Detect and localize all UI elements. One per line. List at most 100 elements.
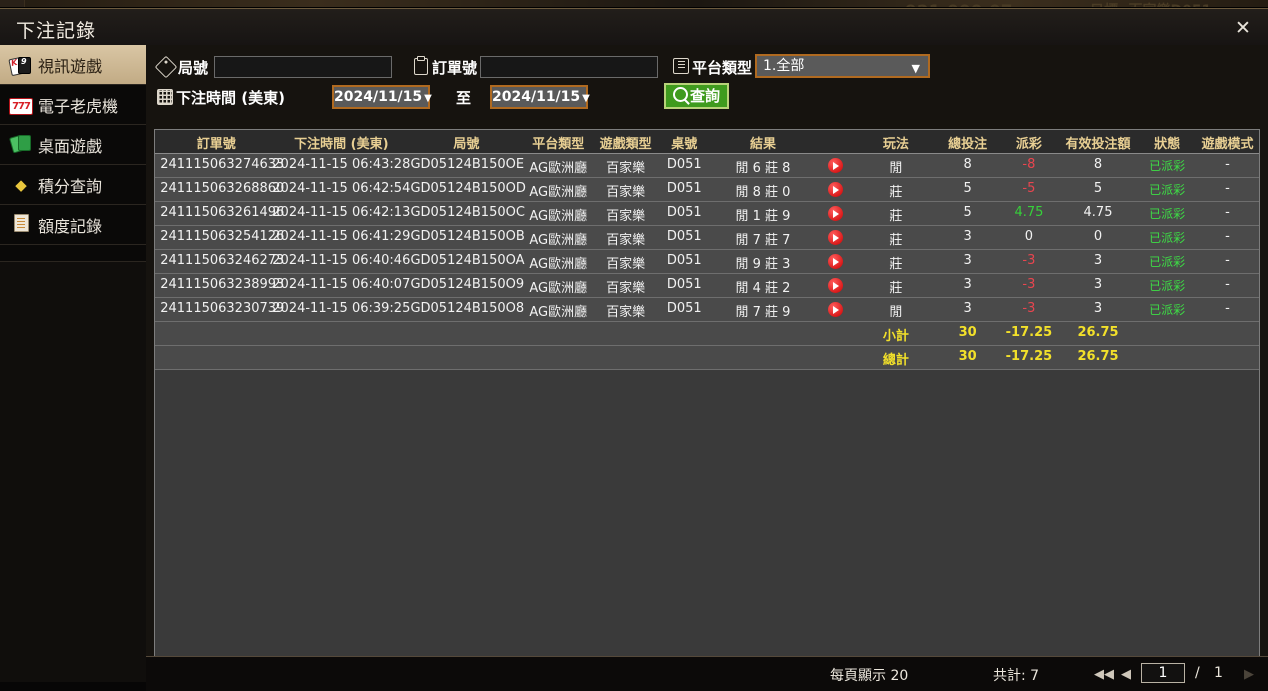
play-replay-icon[interactable] (828, 302, 843, 317)
play-replay-icon[interactable] (828, 158, 843, 173)
cell-table_no: D051 (657, 205, 711, 220)
cell-table_no: D051 (657, 301, 711, 316)
first-page-button[interactable]: ◀◀ (1094, 667, 1114, 682)
order-number-input[interactable] (480, 56, 658, 78)
cell-total_bet: 3 (935, 229, 1000, 244)
prev-page-button[interactable]: ◀ (1121, 667, 1131, 682)
date-from-picker[interactable]: 2024/11/15▼ (332, 85, 430, 109)
cell-status: 已派彩 (1138, 181, 1196, 198)
order-number-label: 訂單號 (432, 57, 477, 78)
sidebar-item-live-games[interactable]: 視訊遊戲 (0, 45, 146, 85)
cell-round_no: GD05124B150OA (410, 253, 522, 268)
summary-payout: -17.25 (1000, 325, 1058, 340)
calendar-icon (157, 89, 173, 109)
cell-payout: 0 (1000, 229, 1058, 244)
column-header-total_bet: 總投注 (935, 133, 1000, 152)
sidebar-spacer (0, 245, 146, 262)
cell-play_type: 閒 (857, 157, 936, 176)
cell-game_type: 百家樂 (594, 301, 657, 320)
bet-time-label: 下注時間 (美東) (176, 87, 285, 108)
cell-play_type: 莊 (857, 253, 936, 272)
chevron-down-icon: ▼ (912, 59, 920, 79)
date-from-value: 2024/11/15 (334, 89, 422, 105)
sidebar-item-points-query[interactable]: ◆ 積分查詢 (0, 165, 146, 205)
column-header-valid_bet: 有效投注額 (1058, 133, 1138, 152)
cell-platform: AG歐洲廳 (522, 229, 594, 248)
dialog-titlebar: 下注記錄 ✕ (0, 9, 1268, 46)
column-header-game_mode: 遊戲模式 (1196, 133, 1259, 152)
sidebar-item-label: 積分查詢 (38, 173, 102, 197)
date-to-value: 2024/11/15 (492, 89, 580, 105)
play-replay-icon[interactable] (828, 254, 843, 269)
column-header-result: 結果 (711, 133, 814, 152)
sidebar-item-label: 視訊遊戲 (38, 53, 102, 77)
cell-game_type: 百家樂 (594, 157, 657, 176)
round-number-input[interactable] (214, 56, 392, 78)
cell-order_no: 241115063246273 (160, 253, 272, 268)
cell-game_type: 百家樂 (594, 229, 657, 248)
cell-bet_time: 2024-11-15 06:41:29 (272, 229, 410, 244)
cell-play_type: 莊 (857, 181, 936, 200)
cell-result: 閒 8 莊 0 (711, 181, 814, 200)
play-replay-icon[interactable] (828, 206, 843, 221)
column-header-payout: 派彩 (1000, 133, 1058, 152)
sidebar-item-slots[interactable]: 777 電子老虎機 (0, 85, 146, 125)
cell-game_mode: - (1196, 253, 1259, 268)
play-replay-icon[interactable] (828, 182, 843, 197)
cell-platform: AG歐洲廳 (522, 205, 594, 224)
cell-status: 已派彩 (1138, 157, 1196, 174)
cell-payout: -3 (1000, 277, 1058, 292)
cell-game_mode: - (1196, 181, 1259, 196)
chevron-down-icon: ▼ (424, 93, 432, 104)
sidebar-item-table-games[interactable]: 桌面遊戲 (0, 125, 146, 165)
cell-order_no: 241115063261496 (160, 205, 272, 220)
sidebar-item-credit-record[interactable]: 額度記錄 (0, 205, 146, 245)
cell-play_type: 莊 (857, 277, 936, 296)
cell-round_no: GD05124B150OE (410, 157, 522, 172)
column-header-play_type: 玩法 (857, 133, 936, 152)
platform-type-select[interactable]: 1.全部 ▼ (755, 54, 930, 78)
play-replay-icon[interactable] (828, 278, 843, 293)
round-number-label: 局號 (178, 57, 208, 78)
table-empty-area (155, 370, 1259, 676)
cell-order_no: 241115063274633 (160, 157, 272, 172)
page-number-input[interactable] (1141, 663, 1185, 683)
cell-valid_bet: 0 (1058, 229, 1138, 244)
tag-icon (158, 59, 174, 79)
cell-platform: AG歐洲廳 (522, 277, 594, 296)
cell-bet_time: 2024-11-15 06:40:07 (272, 277, 410, 292)
close-icon[interactable]: ✕ (1232, 18, 1254, 40)
date-to-picker[interactable]: 2024/11/15▼ (490, 85, 588, 109)
cell-order_no: 241115063238993 (160, 277, 272, 292)
filter-bar: 局號 訂單號 平台類型 1.全部 ▼ 下注時間 (美東) 2024/11/15▼… (146, 45, 1268, 129)
cell-table_no: D051 (657, 229, 711, 244)
cell-game_mode: - (1196, 301, 1259, 316)
search-button-label: 查詢 (690, 87, 720, 105)
summary-total-bet: 30 (935, 349, 1000, 364)
cell-total_bet: 3 (935, 253, 1000, 268)
cell-play_type: 閒 (857, 301, 936, 320)
page-separator: / (1195, 665, 1200, 681)
cell-round_no: GD05124B150OC (410, 205, 522, 220)
cell-payout: -3 (1000, 301, 1058, 316)
cell-round_no: GD05124B150OB (410, 229, 522, 244)
cell-bet_time: 2024-11-15 06:42:54 (272, 181, 410, 196)
cell-bet_time: 2024-11-15 06:40:46 (272, 253, 410, 268)
search-button[interactable]: 查詢 (664, 83, 729, 109)
page-title: 下注記錄 (16, 16, 96, 43)
play-replay-icon[interactable] (828, 230, 843, 245)
next-page-button[interactable]: ▶ (1244, 667, 1254, 682)
cell-total_bet: 3 (935, 277, 1000, 292)
cell-game_mode: - (1196, 229, 1259, 244)
cell-game_type: 百家樂 (594, 277, 657, 296)
cell-round_no: GD05124B150O8 (410, 301, 522, 316)
table-footer: 每頁顯示 20 共計: 7 ◀◀ ◀ / 1 ▶ ▶▶ (146, 656, 1268, 691)
